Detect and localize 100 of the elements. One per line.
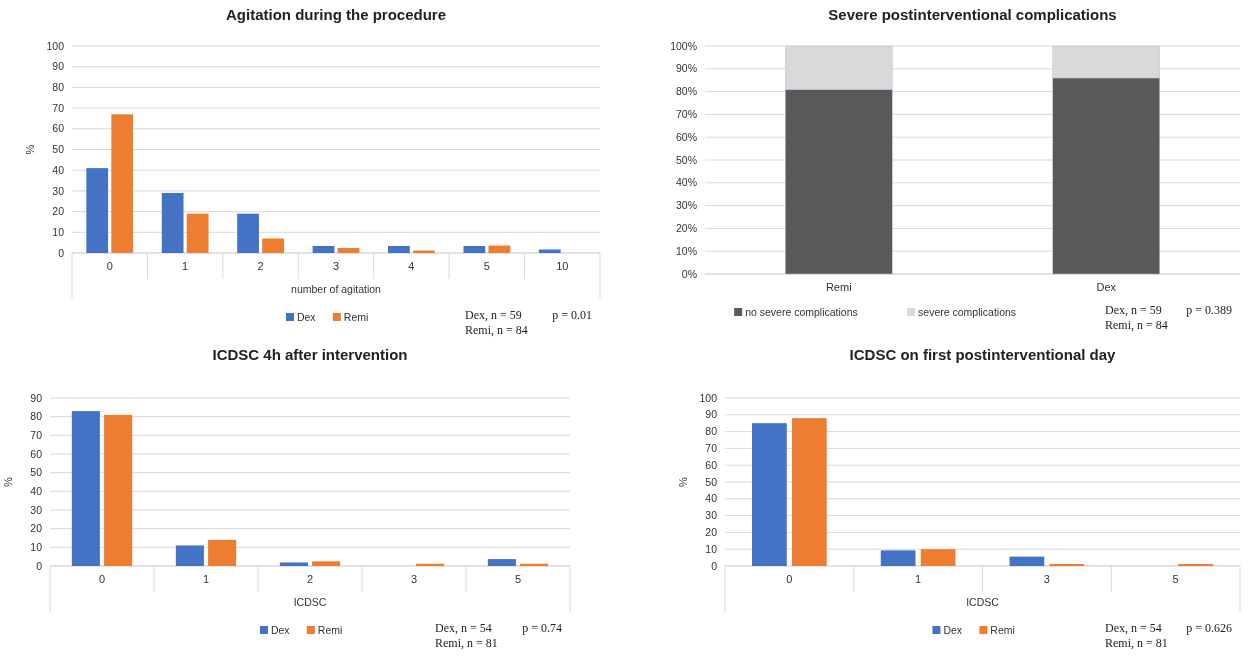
y-tick-label: 0 [711, 559, 718, 572]
y-axis-title: % [24, 144, 36, 155]
bar [487, 559, 516, 566]
y-tick-label: 40 [52, 163, 65, 176]
y-tick-label: 20 [30, 522, 43, 535]
legend-label: severe complications [918, 306, 1017, 318]
y-tick-label: 90% [675, 62, 697, 75]
bar [312, 245, 335, 253]
x-axis-title: number of agitation [291, 283, 382, 295]
y-tick-label: 90 [705, 408, 718, 421]
bar [791, 418, 827, 566]
bar [337, 248, 360, 253]
legend-label: no severe complications [745, 306, 858, 318]
chart-title: Agitation during the procedure [226, 6, 446, 23]
text: Dex, n = 54 [435, 621, 492, 635]
x-tick-label: 0 [98, 573, 106, 585]
text: p = 0.01 [552, 308, 592, 322]
bar [71, 411, 100, 566]
y-tick-label: 60 [705, 458, 718, 471]
bar [880, 550, 916, 566]
bar [752, 423, 787, 566]
x-tick-label: 5 [483, 260, 490, 272]
y-tick-label: 30% [675, 199, 697, 212]
y-tick-label: 90 [30, 391, 43, 404]
legend-label: Remi [343, 311, 369, 323]
bar [312, 561, 341, 566]
bar [208, 539, 237, 566]
bar [237, 213, 259, 253]
text: p = 0.626 [1186, 621, 1232, 635]
y-tick-label: 90 [52, 60, 65, 73]
x-axis-title: ICDSC [293, 596, 327, 608]
x-tick-label: 5 [1172, 573, 1179, 585]
bar [1049, 563, 1085, 566]
y-tick-label: 30 [30, 503, 43, 516]
text: p = 0.74 [522, 621, 562, 635]
bar [1178, 563, 1213, 566]
y-tick-label: 50 [52, 143, 65, 156]
y-tick-label: 0% [681, 267, 697, 280]
bar [175, 545, 204, 566]
x-tick-label: 2 [306, 573, 314, 585]
x-axis-title: ICDSC [966, 596, 1000, 608]
text: Remi, n = 84 [1105, 318, 1168, 332]
x-tick-label: 0 [786, 573, 793, 585]
legend-label: Remi [990, 624, 1015, 636]
x-tick-label: 5 [514, 573, 522, 585]
x-tick-label: 2 [257, 260, 264, 272]
text: Remi, n = 84 [465, 323, 528, 337]
x-tick-label: 0 [106, 260, 113, 272]
y-tick-label: 70 [705, 442, 718, 455]
y-tick-label: 80 [705, 425, 718, 438]
bar [388, 245, 410, 253]
bar [920, 549, 956, 566]
text: Remi, n = 81 [435, 636, 498, 650]
y-tick-label: 60 [30, 447, 43, 460]
y-tick-label: 10% [675, 244, 697, 257]
x-tick-label: 10 [556, 260, 569, 272]
y-tick-label: 100% [670, 39, 697, 52]
text: Remi, n = 81 [1105, 636, 1168, 650]
y-tick-label: 60 [52, 122, 65, 135]
y-tick-label: 60% [675, 130, 697, 143]
text: Dex, n = 59 [465, 308, 522, 322]
y-tick-label: 20 [705, 526, 718, 539]
y-tick-label: 0 [36, 559, 43, 572]
x-tick-label: 3 [332, 260, 340, 272]
bar [463, 245, 486, 253]
y-tick-label: 70 [30, 429, 43, 442]
x-tick-label: 4 [408, 260, 415, 272]
y-axis-title: % [677, 476, 689, 487]
y-tick-label: 40% [675, 176, 697, 189]
text: Dex, n = 54 [1105, 621, 1162, 635]
x-tick-label: 3 [1043, 573, 1050, 585]
y-tick-label: 20% [675, 222, 697, 235]
y-tick-label: 70 [52, 101, 65, 114]
y-tick-label: 80% [675, 85, 697, 98]
bar [262, 238, 284, 253]
y-tick-label: 50 [30, 466, 43, 479]
bar [488, 245, 511, 253]
bar [161, 192, 184, 253]
bar [1009, 556, 1045, 566]
x-tick-label: 1 [202, 573, 210, 585]
bar [104, 414, 133, 566]
y-tick-label: 30 [705, 509, 718, 522]
chart-title: Severe postinterventional complications [828, 6, 1117, 23]
y-tick-label: 50% [675, 153, 697, 166]
bar [186, 213, 209, 253]
y-tick-label: 80 [52, 81, 65, 94]
bar [111, 114, 134, 253]
legend-label: Dex [943, 624, 963, 636]
text: Dex, n = 59 [1105, 303, 1162, 317]
chart-title: ICDSC 4h after intervention [212, 346, 408, 363]
chart-title: ICDSC on first postinterventional day [849, 346, 1117, 363]
y-tick-label: 100 [699, 391, 718, 404]
y-tick-label: 20 [52, 205, 65, 218]
y-tick-label: 40 [30, 485, 43, 498]
y-tick-label: 10 [30, 541, 43, 554]
y-tick-label: 10 [52, 225, 65, 238]
y-tick-label: 50 [705, 475, 718, 488]
bar [538, 249, 561, 253]
bar [279, 562, 308, 566]
y-tick-label: 80 [30, 410, 43, 423]
